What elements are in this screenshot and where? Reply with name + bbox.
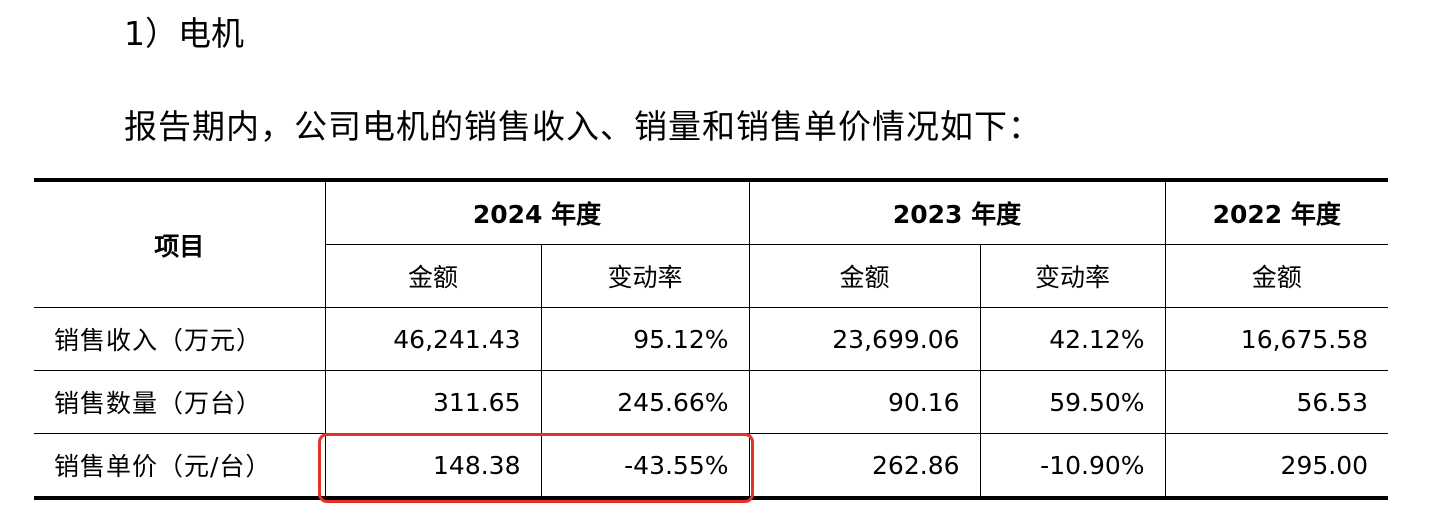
cell-volume-2023-change: 59.50% (979, 370, 1166, 434)
cell-revenue-2024-change: 95.12% (540, 307, 750, 371)
header-item: 项目 (34, 178, 326, 308)
table-row-volume: 销售数量（万台） 311.65 245.66% 90.16 59.50% 56.… (34, 370, 1389, 434)
cell-volume-2024-amount: 311.65 (324, 370, 542, 434)
row-label-unit-price: 销售单价（元/台） (34, 433, 326, 500)
intro-paragraph: 报告期内，公司电机的销售收入、销量和销售单价情况如下： (124, 107, 1042, 146)
header-2024-amount: 金额 (324, 244, 542, 308)
cell-price-2024-change: -43.55% (540, 433, 750, 500)
cell-revenue-2022-amount: 16,675.58 (1164, 307, 1389, 371)
header-year-2022: 2022 年度 (1164, 178, 1389, 245)
table-row-revenue: 销售收入（万元） 46,241.43 95.12% 23,699.06 42.1… (34, 307, 1389, 371)
cell-price-2023-change: -10.90% (979, 433, 1166, 500)
cell-volume-2023-amount: 90.16 (748, 370, 981, 434)
header-year-2023: 2023 年度 (748, 178, 1166, 245)
cell-volume-2022-amount: 56.53 (1164, 370, 1389, 434)
header-2024-change: 变动率 (540, 244, 750, 308)
cell-price-2022-amount: 295.00 (1164, 433, 1389, 500)
header-2023-amount: 金额 (748, 244, 981, 308)
cell-price-2023-amount: 262.86 (748, 433, 981, 500)
cell-price-2024-amount: 148.38 (324, 433, 542, 500)
section-heading: 1）电机 (124, 14, 244, 53)
table-header-row-years: 项目 2024 年度 2023 年度 2022 年度 (34, 178, 1389, 308)
cell-revenue-2023-change: 42.12% (979, 307, 1166, 371)
table-row-unit-price: 销售单价（元/台） 148.38 -43.55% 262.86 -10.90% … (34, 433, 1389, 500)
cell-revenue-2024-amount: 46,241.43 (324, 307, 542, 371)
motor-sales-table: 项目 2024 年度 2023 年度 2022 年度 金额 变动率 金额 变动率… (34, 178, 1389, 500)
cell-volume-2024-change: 245.66% (540, 370, 750, 434)
header-2022-amount: 金额 (1164, 244, 1389, 308)
header-2023-change: 变动率 (979, 244, 1166, 308)
row-label-volume: 销售数量（万台） (34, 370, 326, 434)
header-year-2024: 2024 年度 (324, 178, 750, 245)
cell-revenue-2023-amount: 23,699.06 (748, 307, 981, 371)
row-label-revenue: 销售收入（万元） (34, 307, 326, 371)
